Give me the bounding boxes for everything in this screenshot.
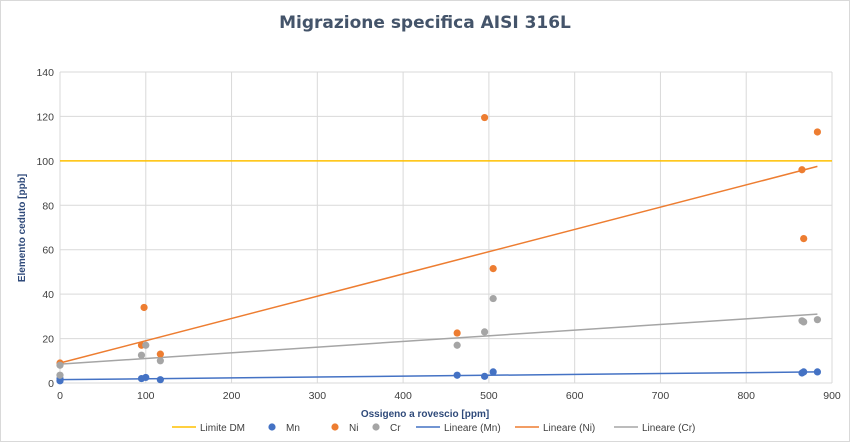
point-cr: [137, 351, 146, 359]
y-tick-label: 40: [42, 289, 54, 301]
x-tick-label: 800: [737, 390, 755, 402]
legend-label: Lineare (Ni): [543, 423, 595, 434]
x-axis-ticks: 0 100 200 300 400 500 600 700 800 900: [57, 390, 841, 402]
trendlines: [59, 165, 818, 381]
y-tick-label: 60: [42, 245, 54, 257]
point-mn: [813, 368, 822, 376]
point-ni: [453, 329, 461, 337]
point-mn: [142, 373, 150, 382]
x-tick-label: 300: [309, 390, 327, 402]
legend-swatch: [331, 423, 339, 431]
point-ni: [800, 235, 808, 243]
point-ni: [813, 128, 822, 136]
point-cr: [142, 341, 150, 349]
point-cr: [156, 357, 164, 365]
x-tick-label: 500: [480, 390, 498, 402]
x-tick-label: 400: [394, 390, 412, 402]
legend-label: Lineare (Mn): [444, 423, 501, 434]
point-mn: [800, 368, 808, 376]
trendline-lineare-ni: [59, 165, 818, 364]
point-ni: [798, 166, 806, 174]
point-cr: [56, 361, 64, 369]
chart-title: Migrazione specifica AISI 316L: [279, 13, 571, 33]
y-tick-label: 120: [36, 111, 54, 123]
y-axis-title: Elemento ceduto [ppb]: [17, 174, 28, 282]
y-tick-label: 140: [36, 67, 54, 79]
point-ni: [156, 350, 164, 358]
x-tick-label: 200: [223, 390, 241, 402]
legend-label: Mn: [286, 423, 300, 434]
point-mn: [489, 368, 497, 376]
data-points: [56, 113, 822, 385]
y-tick-label: 0: [48, 378, 54, 390]
point-cr: [800, 318, 808, 326]
x-tick-label: 0: [57, 390, 63, 402]
point-cr: [481, 328, 489, 336]
point-cr: [813, 316, 822, 324]
legend-label: Limite DM: [200, 423, 245, 434]
point-ni: [489, 264, 497, 273]
legend: Limite DM Mn Ni Cr Lineare (Mn) Lineare (Ni) L…: [172, 423, 695, 434]
trendline-lineare-cr: [59, 313, 818, 365]
y-axis-ticks: 0 20 40 60 80 100 120 140: [36, 67, 54, 390]
point-cr: [453, 341, 461, 349]
legend-label: Lineare (Cr): [642, 423, 695, 434]
x-tick-label: 900: [823, 390, 841, 402]
legend-swatch: [372, 423, 380, 431]
y-tick-label: 100: [36, 156, 54, 168]
point-mn: [453, 371, 461, 379]
point-mn: [481, 372, 489, 380]
point-ni: [481, 113, 489, 122]
x-tick-label: 600: [566, 390, 584, 402]
point-ni: [140, 303, 148, 312]
y-tick-label: 80: [42, 200, 54, 212]
legend-label: Ni: [349, 423, 358, 434]
x-axis-title: Ossigeno a rovescio [ppm]: [361, 409, 489, 420]
point-mn: [156, 376, 164, 384]
trendline-lineare-mn: [59, 371, 818, 381]
point-cr: [489, 294, 497, 303]
gridlines: [59, 71, 833, 384]
legend-swatch: [268, 423, 276, 431]
x-tick-label: 700: [652, 390, 670, 402]
legend-label: Cr: [390, 423, 401, 434]
x-tick-label: 100: [137, 390, 155, 402]
y-tick-label: 20: [42, 334, 54, 346]
point-cr: [56, 371, 64, 379]
